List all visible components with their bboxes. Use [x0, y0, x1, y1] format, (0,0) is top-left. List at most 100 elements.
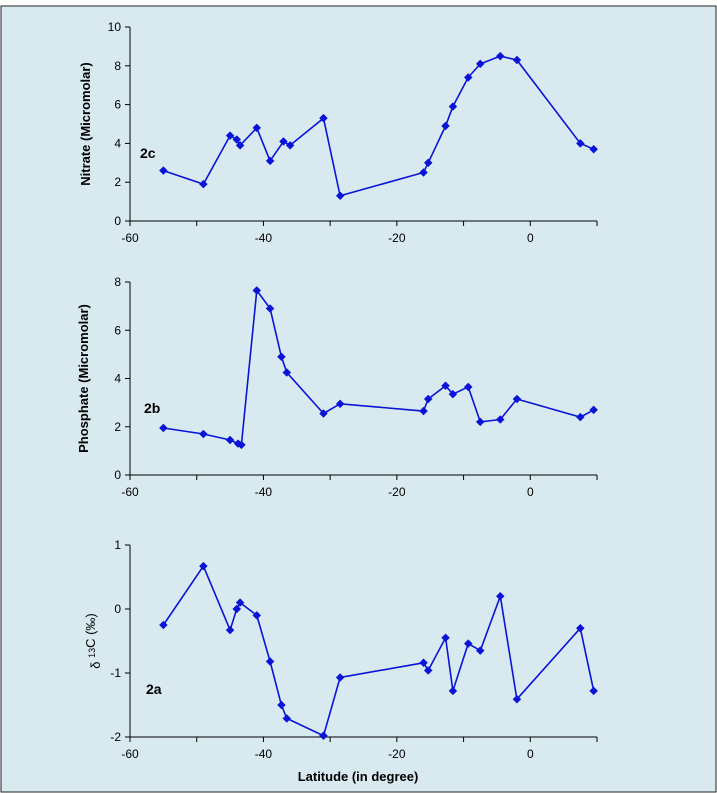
data-point	[335, 191, 345, 201]
data-point	[589, 686, 599, 696]
y-axis-title-sup: 13	[87, 648, 97, 658]
y-axis-title-part: δ	[88, 658, 103, 669]
y-tick-label: 6	[114, 323, 121, 337]
data-point	[235, 140, 245, 150]
data-point	[159, 166, 168, 175]
data-point	[419, 406, 428, 416]
y-tick-label: 2	[114, 420, 121, 434]
data-point	[252, 286, 262, 295]
x-tick-label: -40	[255, 747, 273, 761]
figure-background	[0, 5, 717, 793]
data-point	[448, 686, 458, 696]
data-point	[285, 140, 295, 150]
data-point	[159, 423, 168, 433]
data-point	[265, 657, 275, 666]
data-point	[335, 673, 345, 682]
x-tick-label: -60	[121, 747, 139, 761]
x-tick-label: -40	[255, 231, 273, 245]
y-axis-title: Phosphate (Micromolar)	[76, 304, 91, 453]
data-point	[475, 417, 485, 427]
data-point	[199, 179, 208, 189]
data-point	[512, 55, 522, 65]
y-axis-title-part: C (‰)	[83, 613, 98, 648]
y-tick-label: -2	[110, 730, 121, 744]
data-point	[441, 381, 450, 391]
y-tick-label: 2	[114, 175, 121, 189]
data-point	[279, 137, 288, 146]
data-point	[423, 394, 433, 404]
data-point	[319, 731, 328, 741]
data-point	[475, 59, 485, 69]
data-point	[589, 405, 599, 415]
data-point	[423, 666, 433, 675]
data-point	[463, 73, 473, 82]
x-tick-label: -20	[388, 231, 406, 245]
data-point	[225, 435, 235, 445]
data-point	[575, 623, 585, 633]
data-point	[463, 382, 473, 392]
panel-label: 2a	[146, 681, 162, 697]
data-point	[232, 604, 242, 614]
nitrate-chart: 0 2 4 6 8 10 -60 -40 -20 0 Nitrate (Micromolar) 2c	[78, 20, 599, 245]
y-tick-label: 1	[114, 538, 121, 552]
data-point	[335, 399, 345, 409]
data-point	[199, 561, 208, 571]
y-tick-label: 4	[114, 372, 121, 386]
x-tick-label: -60	[121, 485, 139, 499]
data-point	[319, 113, 328, 123]
data-point	[448, 102, 458, 111]
data-point	[419, 658, 428, 668]
y-tick-label: 10	[108, 20, 122, 34]
y-tick-label: 0	[114, 214, 121, 228]
x-tick-label: -40	[255, 485, 273, 499]
data-point	[495, 51, 505, 61]
x-axis-title: Latitude (in degree)	[298, 769, 419, 784]
data-point	[282, 714, 292, 723]
y-tick-label: 0	[114, 468, 121, 482]
data-point	[319, 409, 328, 418]
phosphate-chart: 0 2 4 6 8 -60 -40 -20 0 Phosphate (Micromolar) 2b	[76, 275, 599, 499]
y-tick-label: 6	[114, 98, 121, 112]
data-point	[237, 440, 246, 450]
data-point	[419, 168, 428, 177]
data-point	[277, 352, 286, 362]
panel-label: 2c	[140, 145, 156, 161]
data-point	[199, 429, 208, 439]
x-tick-label: 0	[527, 485, 534, 499]
data-point	[475, 646, 485, 655]
x-tick-label: -20	[388, 485, 406, 499]
data-point	[495, 415, 505, 424]
data-point	[225, 131, 235, 140]
panel-label: 2b	[144, 400, 160, 416]
data-point	[463, 639, 473, 648]
data-point	[441, 121, 450, 131]
data-point	[575, 139, 585, 148]
data-point	[159, 620, 168, 630]
x-tick-label: 0	[527, 747, 534, 761]
y-tick-label: 0	[114, 602, 121, 616]
data-point	[277, 700, 286, 710]
y-tick-label: 4	[114, 136, 121, 150]
data-point	[441, 633, 450, 643]
data-point	[265, 156, 275, 166]
data-point	[589, 144, 599, 154]
data-point	[575, 412, 585, 422]
data-point	[512, 394, 522, 404]
data-point	[282, 368, 292, 377]
data-point	[423, 158, 433, 168]
y-tick-label: 8	[114, 275, 121, 289]
x-tick-label: 0	[527, 231, 534, 245]
x-tick-label: -60	[121, 231, 139, 245]
data-point	[252, 611, 262, 620]
data-point	[495, 591, 505, 601]
data-point	[448, 389, 458, 399]
y-axis-title: Nitrate (Micromolar)	[78, 62, 93, 186]
data-point	[225, 625, 235, 635]
data-point	[512, 694, 522, 704]
y-axis-title: δ 13C (‰)	[83, 613, 103, 669]
data-point	[265, 304, 275, 313]
y-tick-label: -1	[110, 666, 121, 680]
delta13c-chart: -2 -1 0 1 -60 -40 -20 0 δ 13C (‰) 2a	[83, 538, 599, 761]
data-point	[252, 123, 262, 133]
